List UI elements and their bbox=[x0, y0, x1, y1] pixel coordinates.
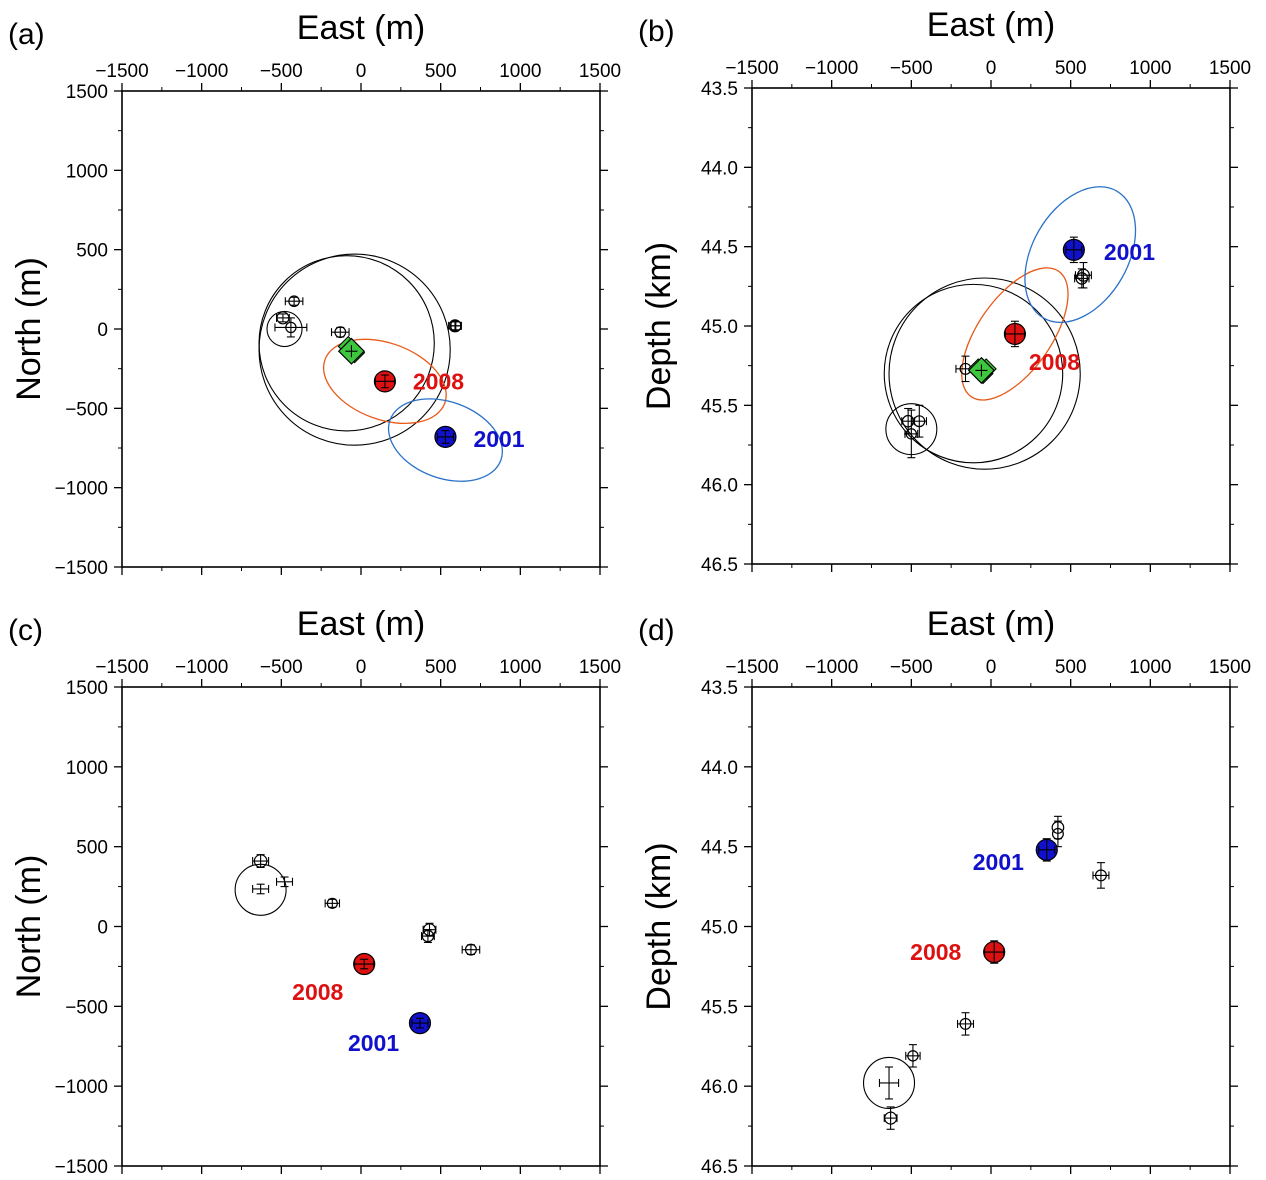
y-tick-label: 1500 bbox=[66, 82, 108, 103]
y-tick-label: 1000 bbox=[66, 161, 108, 182]
y-tick-label: 0 bbox=[97, 918, 108, 939]
event-2008-label: 2008 bbox=[910, 939, 961, 965]
data-layer bbox=[862, 815, 1110, 1130]
y-tick-label: 44.0 bbox=[701, 158, 738, 179]
x-tick-label: −1000 bbox=[175, 657, 228, 678]
y-tick-label: 45.0 bbox=[701, 918, 738, 939]
uncertainty-circle bbox=[862, 1056, 916, 1110]
y-tick-label: −1000 bbox=[55, 479, 108, 500]
x-tick-label: 1500 bbox=[1209, 657, 1251, 678]
plot-frame bbox=[751, 87, 1231, 565]
x-tick-label: 1000 bbox=[499, 61, 541, 82]
plot-frame bbox=[751, 686, 1231, 1167]
y-tick-label: 46.5 bbox=[701, 555, 738, 576]
event-2001-label: 2001 bbox=[1104, 239, 1155, 265]
panel-1: (b) East (m) Depth (km) −1500 −1000 −500 0 500 1… bbox=[638, 6, 1251, 576]
event-2001-label: 2001 bbox=[973, 849, 1024, 875]
data-layer bbox=[883, 186, 1137, 470]
data-layer bbox=[258, 253, 504, 482]
x-tick-label: 0 bbox=[986, 657, 997, 678]
x-tick-label: −1000 bbox=[175, 61, 228, 82]
x-tick-label: 500 bbox=[1055, 58, 1087, 79]
y-tick-label: −1000 bbox=[55, 1077, 108, 1098]
error-ellipse bbox=[1024, 186, 1137, 324]
data-layer bbox=[234, 854, 481, 1035]
uncertainty-circle bbox=[266, 310, 303, 348]
x-tick-label: −1500 bbox=[95, 657, 148, 678]
y-tick-label: 44.5 bbox=[701, 238, 738, 259]
y-tick-label: 46.5 bbox=[701, 1157, 738, 1178]
y-tick-label: 44.5 bbox=[701, 838, 738, 859]
y-tick-label: 46.0 bbox=[701, 1077, 738, 1098]
y-axis-title: Depth (km) bbox=[640, 242, 678, 410]
event-2008-label: 2008 bbox=[292, 979, 343, 1005]
x-tick-label: 0 bbox=[356, 61, 367, 82]
y-tick-label: 0 bbox=[97, 320, 108, 341]
x-tick-label: 500 bbox=[425, 657, 457, 678]
x-tick-label: −500 bbox=[890, 58, 933, 79]
x-tick-label: −1500 bbox=[725, 58, 778, 79]
x-tick-label: 1500 bbox=[579, 657, 621, 678]
y-tick-label: 43.5 bbox=[701, 79, 738, 100]
x-tick-label: −500 bbox=[890, 657, 933, 678]
y-tick-label: −1500 bbox=[55, 1157, 108, 1178]
x-tick-label: 0 bbox=[986, 58, 997, 79]
x-tick-label: 500 bbox=[425, 61, 457, 82]
y-tick-label: 46.0 bbox=[701, 476, 738, 497]
y-axis-title: Depth (km) bbox=[640, 842, 678, 1010]
plot-frame bbox=[121, 90, 601, 568]
panel-label: (d) bbox=[638, 614, 675, 647]
x-axis-title: East (m) bbox=[297, 9, 425, 47]
x-tick-label: 1000 bbox=[1129, 58, 1171, 79]
x-tick-label: 0 bbox=[356, 657, 367, 678]
small-event-marker bbox=[449, 319, 462, 332]
y-axis-title: North (m) bbox=[10, 257, 48, 401]
panel-label: (a) bbox=[8, 18, 45, 51]
panel-2: (c) East (m) North (m) −1500 −1000 −500 0 500 10… bbox=[8, 605, 621, 1178]
y-tick-label: −500 bbox=[65, 399, 108, 420]
error-ellipse bbox=[322, 338, 447, 425]
event-2001-label: 2001 bbox=[473, 426, 524, 452]
event-2008-label: 2008 bbox=[413, 368, 464, 394]
y-tick-label: 45.0 bbox=[701, 317, 738, 338]
x-axis-title: East (m) bbox=[927, 605, 1055, 643]
y-tick-label: 1000 bbox=[66, 758, 108, 779]
uncertainty-circle bbox=[888, 277, 1081, 470]
x-axis-title: East (m) bbox=[927, 6, 1055, 44]
x-tick-label: −1500 bbox=[725, 657, 778, 678]
uncertainty-circle bbox=[883, 283, 1064, 464]
x-tick-label: −1500 bbox=[95, 61, 148, 82]
y-tick-label: −500 bbox=[65, 997, 108, 1018]
event-2008-label: 2008 bbox=[1029, 349, 1080, 375]
x-tick-label: 1000 bbox=[499, 657, 541, 678]
x-tick-label: −500 bbox=[260, 657, 303, 678]
y-tick-label: 500 bbox=[76, 838, 108, 859]
panel-3: (d) East (m) Depth (km) −1500 −1000 −500 0 500 1… bbox=[638, 605, 1251, 1178]
y-tick-label: 43.5 bbox=[701, 678, 738, 699]
y-tick-label: 500 bbox=[76, 241, 108, 262]
y-tick-label: 45.5 bbox=[701, 396, 738, 417]
error-ellipse bbox=[387, 398, 504, 482]
x-tick-label: 1000 bbox=[1129, 657, 1171, 678]
error-ellipse bbox=[961, 267, 1069, 401]
x-tick-label: −500 bbox=[260, 61, 303, 82]
panel-0: (a) East (m) North (m) −1500 −1000 −500 0 500 10… bbox=[8, 9, 621, 579]
panel-label: (c) bbox=[8, 614, 43, 647]
y-tick-label: 44.0 bbox=[701, 758, 738, 779]
y-tick-label: 45.5 bbox=[701, 997, 738, 1018]
y-tick-label: −1500 bbox=[55, 558, 108, 579]
x-tick-label: 1500 bbox=[1209, 58, 1251, 79]
uncertainty-circle bbox=[258, 253, 451, 446]
panel-label: (b) bbox=[638, 15, 675, 48]
x-tick-label: −1000 bbox=[805, 657, 858, 678]
x-tick-label: −1000 bbox=[805, 58, 858, 79]
x-axis-title: East (m) bbox=[297, 605, 425, 643]
x-tick-label: 500 bbox=[1055, 657, 1087, 678]
y-tick-label: 1500 bbox=[66, 678, 108, 699]
event-2001-label: 2001 bbox=[348, 1030, 399, 1056]
plot-frame bbox=[121, 686, 601, 1167]
y-axis-title: North (m) bbox=[10, 855, 48, 999]
x-tick-label: 1500 bbox=[579, 61, 621, 82]
